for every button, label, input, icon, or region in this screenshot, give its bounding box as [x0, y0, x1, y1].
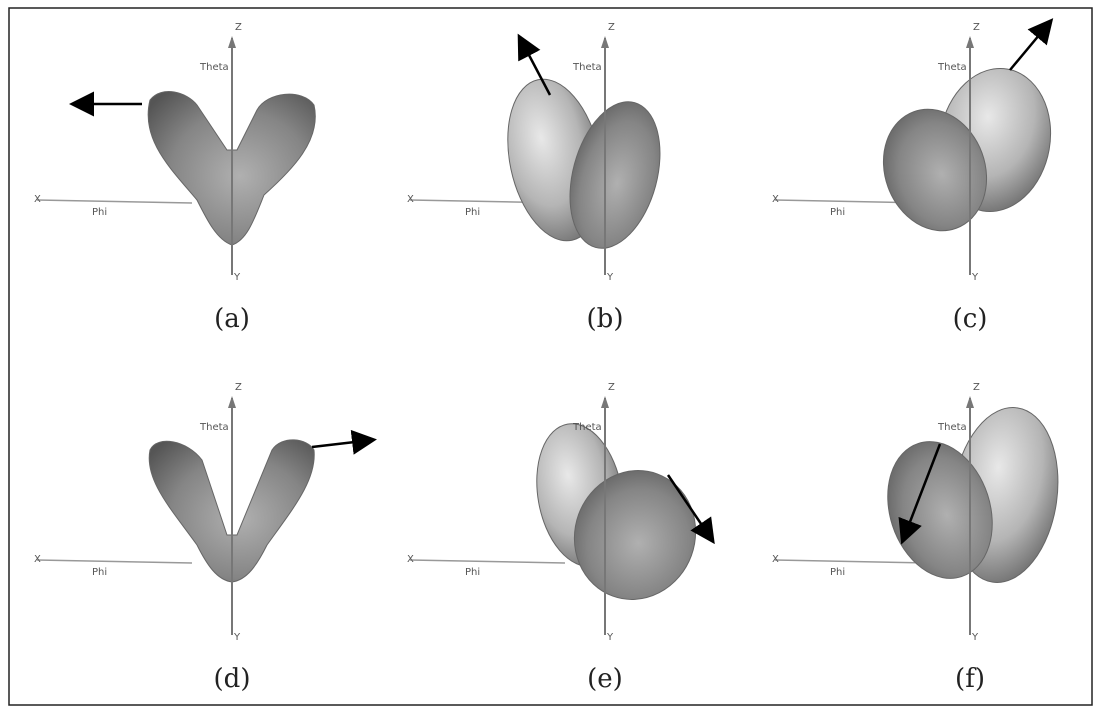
figure: Z Theta X Phi Y (a) Z Theta X Phi Y (b) Z Theta X Phi Y (… — [0, 0, 1101, 713]
z-label: Z — [235, 22, 242, 33]
panel-caption: (b) — [587, 304, 624, 334]
panel-caption: (f) — [955, 664, 985, 694]
z-label: Z — [973, 382, 980, 393]
phi-label: Phi — [465, 567, 480, 578]
theta-label: Theta — [937, 62, 967, 73]
panel-caption: (a) — [214, 304, 250, 334]
theta-label: Theta — [572, 62, 602, 73]
phi-label: Phi — [830, 207, 845, 218]
x-label: X — [772, 194, 779, 205]
y-label: Y — [233, 632, 241, 643]
z-label: Z — [608, 22, 615, 33]
x-label: X — [772, 554, 779, 565]
y-label: Y — [606, 632, 614, 643]
x-label: X — [34, 554, 41, 565]
theta-label: Theta — [572, 422, 602, 433]
y-label: Y — [971, 632, 979, 643]
theta-label: Theta — [199, 422, 229, 433]
y-label: Y — [606, 272, 614, 283]
phi-label: Phi — [830, 567, 845, 578]
z-label: Z — [235, 382, 242, 393]
x-label: X — [34, 194, 41, 205]
panel-caption: (c) — [953, 304, 988, 334]
y-label: Y — [233, 272, 241, 283]
phi-label: Phi — [465, 207, 480, 218]
theta-label: Theta — [937, 422, 967, 433]
panel-caption: (d) — [214, 664, 251, 694]
z-label: Z — [608, 382, 615, 393]
phi-label: Phi — [92, 567, 107, 578]
theta-label: Theta — [199, 62, 229, 73]
z-label: Z — [973, 22, 980, 33]
y-label: Y — [971, 272, 979, 283]
phi-label: Phi — [92, 207, 107, 218]
x-label: X — [407, 554, 414, 565]
x-label: X — [407, 194, 414, 205]
panel-caption: (e) — [587, 664, 623, 694]
